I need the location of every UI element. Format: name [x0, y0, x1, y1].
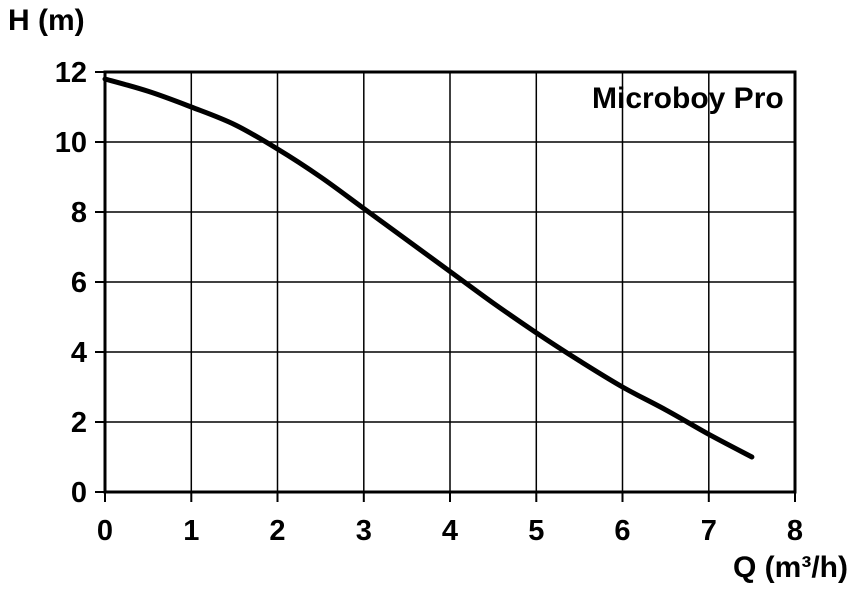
x-tick-label: 6 — [614, 515, 630, 547]
y-tick-label: 4 — [71, 337, 87, 369]
y-tick-label: 10 — [55, 127, 87, 159]
x-axis-title: Q (m³/h) — [733, 551, 848, 584]
x-tick-label: 3 — [356, 515, 372, 547]
y-tick-label: 0 — [71, 477, 87, 509]
y-axis-title: H (m) — [8, 4, 85, 37]
y-tick-label: 8 — [71, 197, 87, 229]
x-tick-label: 7 — [701, 515, 717, 547]
plot-border — [103, 70, 797, 494]
x-tick-label: 0 — [97, 515, 113, 547]
x-tick-label: 2 — [269, 515, 285, 547]
y-tick-label: 6 — [71, 267, 87, 299]
x-tick-label: 4 — [442, 515, 458, 547]
x-tick-label: 8 — [787, 515, 803, 547]
y-tick-label: 12 — [55, 57, 87, 89]
series-label: Microboy Pro — [592, 82, 784, 115]
pump-curve-line — [102, 76, 755, 460]
y-tick-label: 2 — [71, 407, 87, 439]
x-tick-label: 1 — [183, 515, 199, 547]
x-tick-label: 5 — [528, 515, 544, 547]
